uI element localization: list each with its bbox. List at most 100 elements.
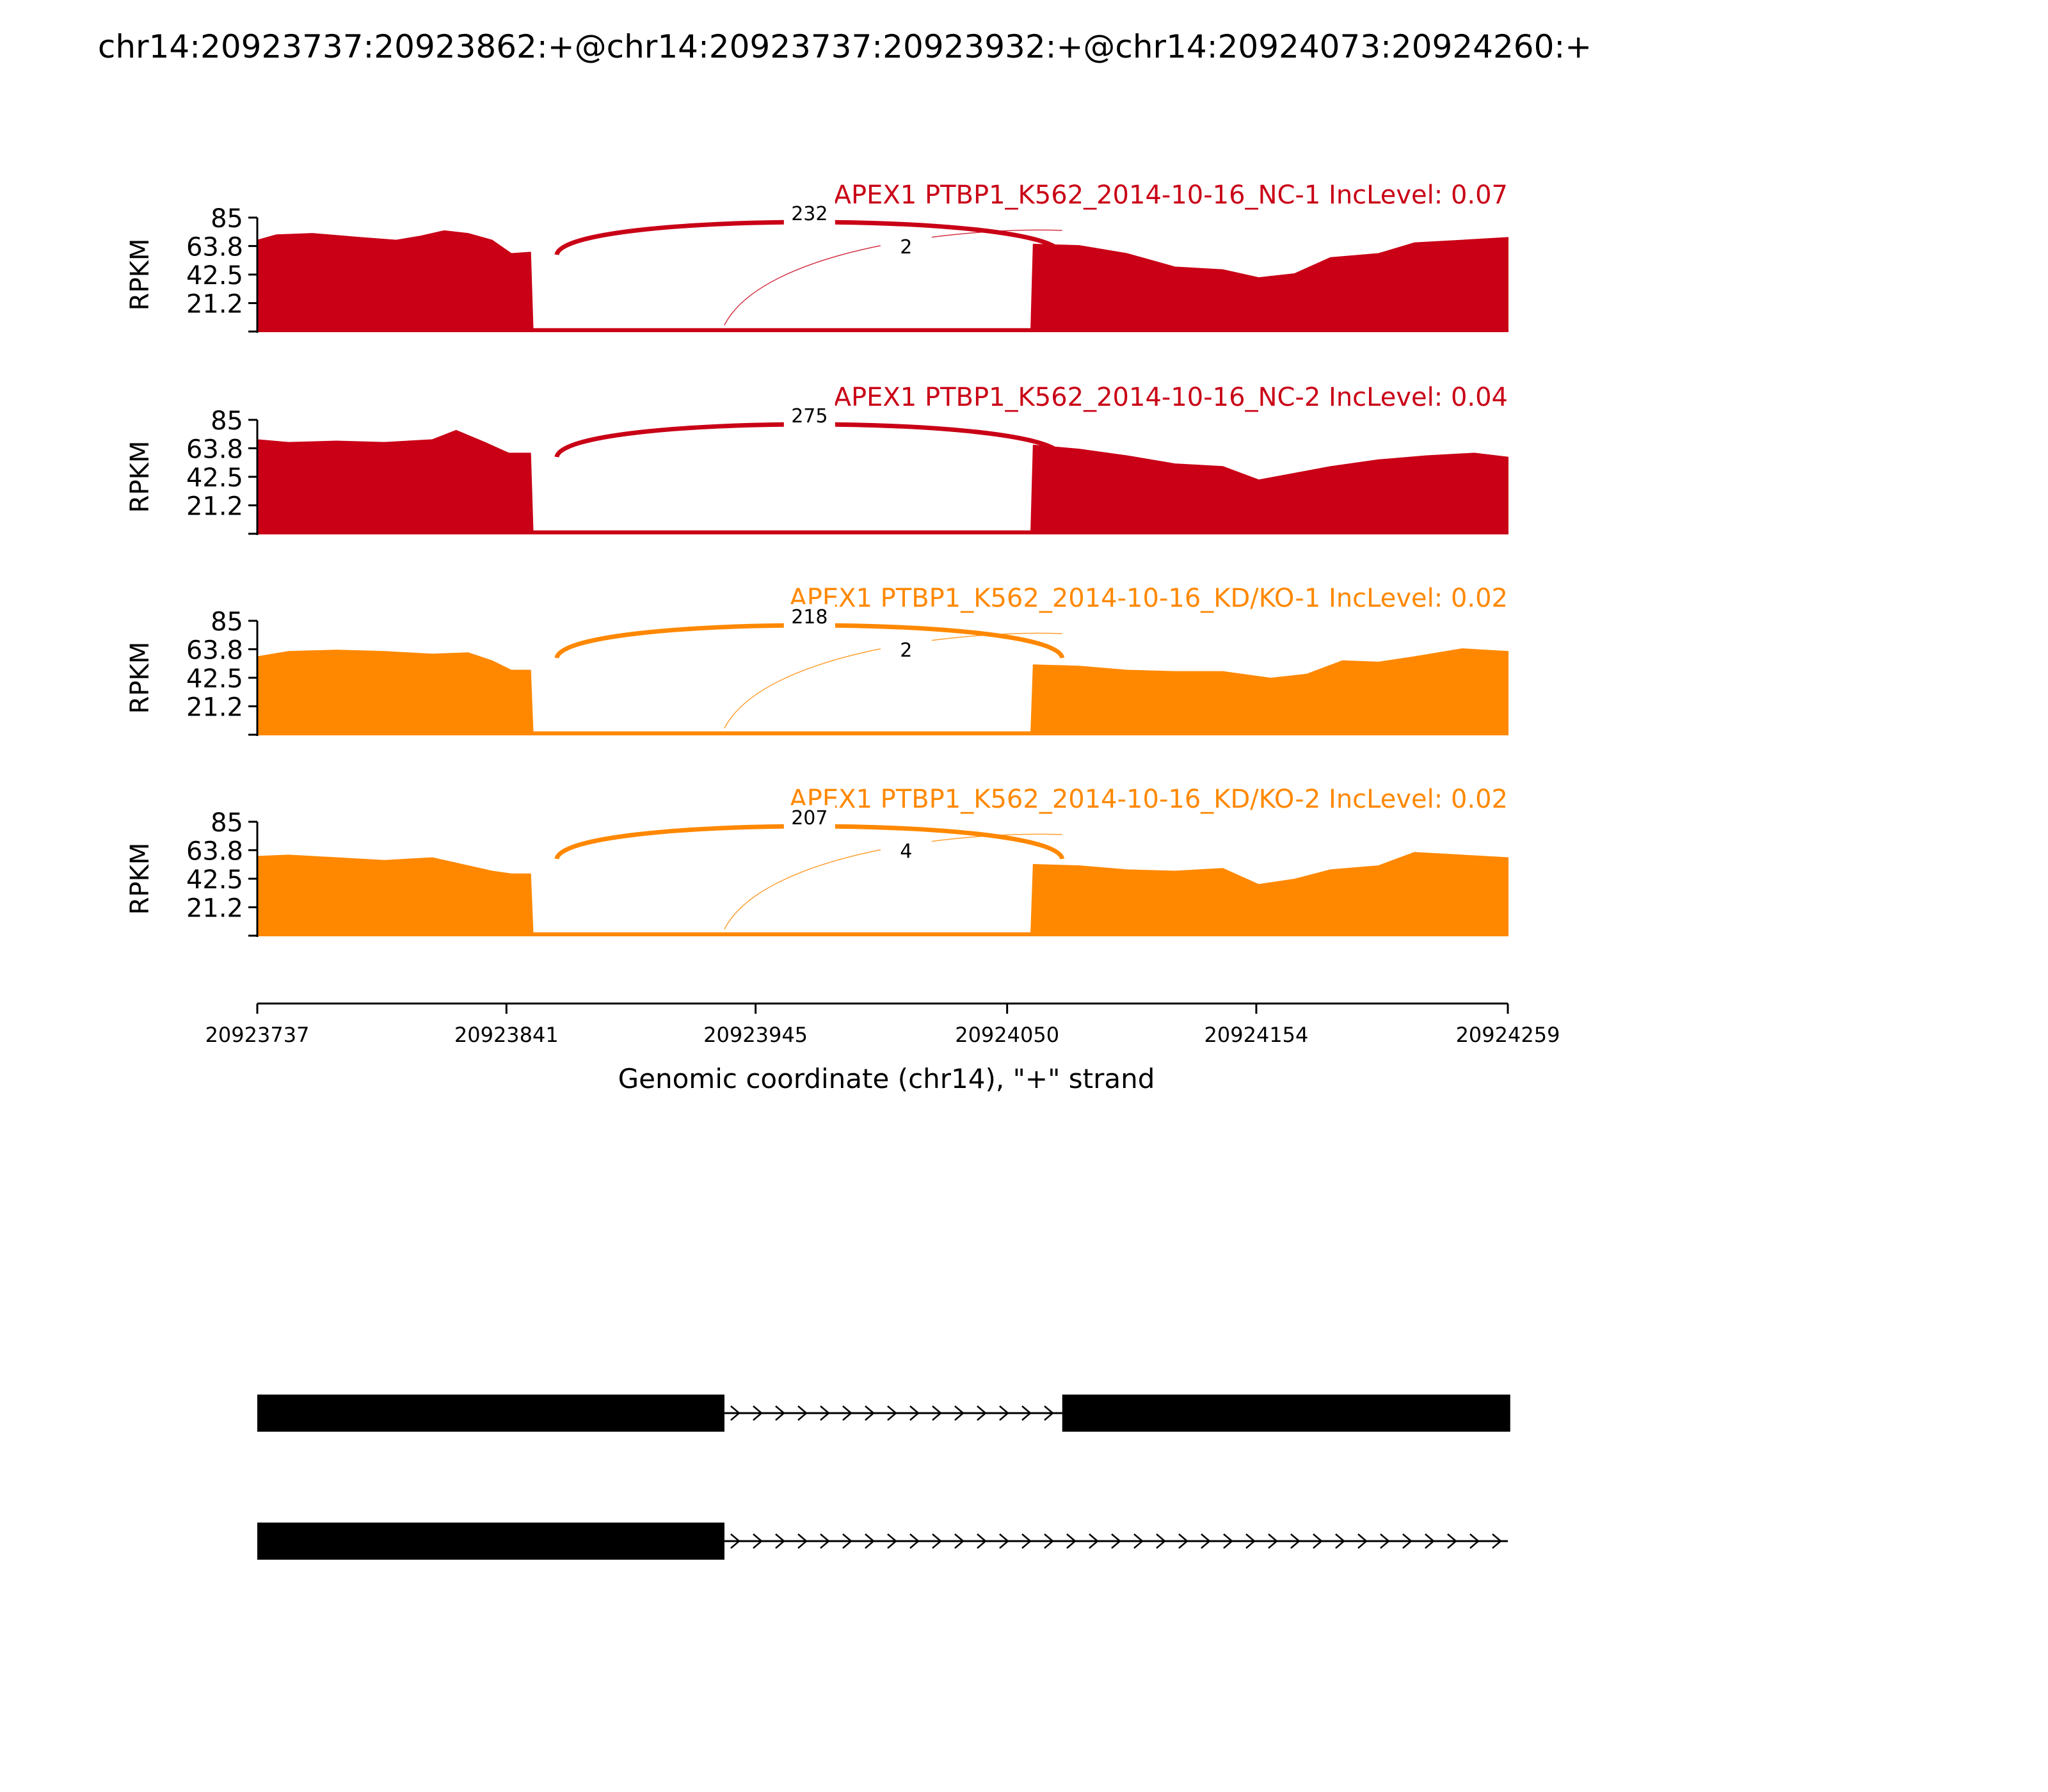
figure-title: chr14:20923737:20923862:+@chr14:20923737… [98, 28, 1592, 65]
junction-count-bg [880, 838, 932, 864]
junction-arc [554, 220, 1065, 256]
strand-arrow [842, 1405, 852, 1421]
strand-arrow [865, 1405, 875, 1421]
strand-arrow [1133, 1533, 1144, 1549]
strand-arrow [1066, 1533, 1076, 1549]
exon-block [1062, 1395, 1510, 1432]
y-tick-label: 63.8 [186, 836, 243, 866]
coverage-area [257, 230, 1508, 332]
strand-arrow [977, 1405, 987, 1421]
y-tick-label: 85 [211, 204, 243, 234]
y-tick-label: 21.2 [186, 693, 243, 723]
junction-count: 2 [900, 236, 912, 259]
track-label: APEX1 PTBP1_K562_2014-10-16_KD/KO-1 IncL… [789, 584, 1508, 613]
junction-arc [554, 422, 1065, 458]
y-tick-label: 42.5 [186, 463, 243, 493]
strand-arrow [999, 1405, 1009, 1421]
gene-model [257, 1395, 1510, 1560]
junction-count: 207 [791, 807, 828, 829]
strand-arrow [1044, 1533, 1054, 1549]
x-tick-label: 20924259 [1456, 1023, 1560, 1047]
strand-arrow [954, 1405, 964, 1421]
strand-arrow [887, 1405, 897, 1421]
strand-arrow [909, 1405, 920, 1421]
track-label: APEX1 PTBP1_K562_2014-10-16_NC-2 IncLeve… [834, 383, 1508, 412]
track-label: APEX1 PTBP1_K562_2014-10-16_NC-1 IncLeve… [834, 180, 1508, 210]
strand-arrow [775, 1533, 785, 1549]
x-tick-label: 20924050 [955, 1023, 1059, 1047]
strand-arrow [1245, 1533, 1256, 1549]
strand-arrow [1021, 1405, 1032, 1421]
junction-count: 275 [791, 405, 828, 428]
x-tick-label: 20923841 [454, 1023, 559, 1047]
junction-count: 232 [791, 203, 828, 225]
strand-arrow [1290, 1533, 1300, 1549]
strand-arrow [954, 1533, 964, 1549]
y-tick-label: 42.5 [186, 664, 243, 694]
isoform [257, 1395, 1510, 1432]
strand-arrow [1357, 1533, 1368, 1549]
strand-arrow [887, 1533, 897, 1549]
strand-arrow [1268, 1533, 1278, 1549]
y-tick-label: 85 [211, 406, 243, 436]
x-tick-label: 20923737 [205, 1023, 310, 1047]
junction-count: 218 [791, 606, 828, 628]
y-tick-label: 63.8 [186, 232, 243, 262]
y-axis-label: RPKM [125, 642, 155, 714]
strand-arrow [1201, 1533, 1211, 1549]
junction-arc [724, 833, 1062, 930]
strand-arrow [999, 1533, 1009, 1549]
strand-arrow [1402, 1533, 1412, 1549]
strand-arrow [730, 1533, 740, 1549]
y-axis-label: RPKM [125, 239, 155, 311]
junction-count-bg [880, 234, 932, 260]
x-axis: 20923737 20923841 20923945 20924050 20924154… [205, 1002, 1560, 1047]
strand-arrow [775, 1405, 785, 1421]
y-axis-label: RPKM [125, 441, 155, 513]
strand-arrow [1021, 1533, 1032, 1549]
y-tick-label: 21.2 [186, 894, 243, 924]
isoform [257, 1523, 1508, 1560]
junction-count-bg [783, 805, 835, 831]
strand-arrow [753, 1533, 763, 1549]
junction-count-bg [783, 201, 835, 227]
junction-count-bg [880, 637, 932, 663]
junction-count: 2 [900, 639, 912, 662]
y-tick-label: 42.5 [186, 865, 243, 895]
junction-count-bg [783, 403, 835, 429]
y-axis-label: RPKM [125, 843, 155, 915]
strand-arrow [730, 1405, 740, 1421]
strand-arrow [1044, 1405, 1054, 1421]
strand-arrow [753, 1405, 763, 1421]
strand-arrow [1469, 1533, 1480, 1549]
strand-arrow [865, 1533, 875, 1549]
x-tick-label: 20923945 [703, 1023, 808, 1047]
coverage-area [257, 852, 1508, 936]
exon-block [257, 1523, 724, 1560]
strand-arrow [842, 1533, 852, 1549]
strand-arrow [1380, 1533, 1390, 1549]
strand-arrow [1447, 1533, 1457, 1549]
junction-count-bg [783, 604, 835, 630]
strand-arrow [820, 1405, 830, 1421]
strand-arrow [1178, 1533, 1188, 1549]
strand-arrow [1492, 1533, 1502, 1549]
y-tick-label: 85 [211, 607, 243, 637]
x-tick-label: 20924154 [1204, 1023, 1309, 1047]
strand-arrow [932, 1533, 942, 1549]
y-tick-label: 63.8 [186, 636, 243, 665]
coverage-area [257, 429, 1508, 534]
junction-arc [724, 632, 1062, 729]
strand-arrow [1156, 1533, 1166, 1549]
junction-arc [554, 824, 1065, 860]
strand-arrow [1089, 1533, 1099, 1549]
coverage-area [257, 648, 1508, 735]
strand-arrow [820, 1533, 830, 1549]
strand-arrow [1111, 1533, 1121, 1549]
